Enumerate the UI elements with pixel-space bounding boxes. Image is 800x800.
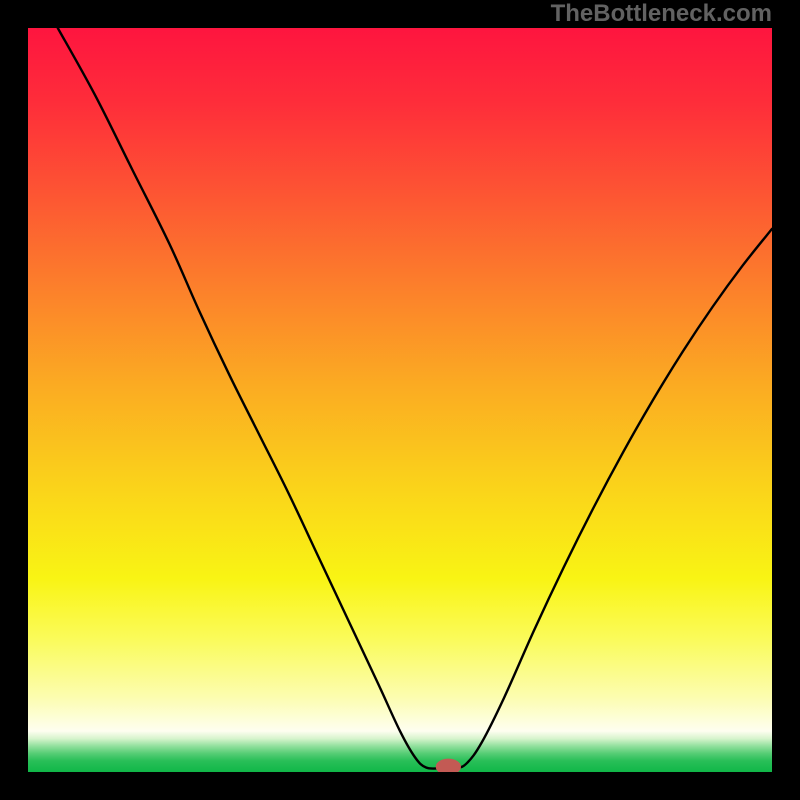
bottleneck-chart — [28, 28, 772, 772]
watermark-text: TheBottleneck.com — [551, 0, 772, 27]
watermark: TheBottleneck.com — [551, 0, 772, 28]
chart-background — [28, 28, 772, 772]
